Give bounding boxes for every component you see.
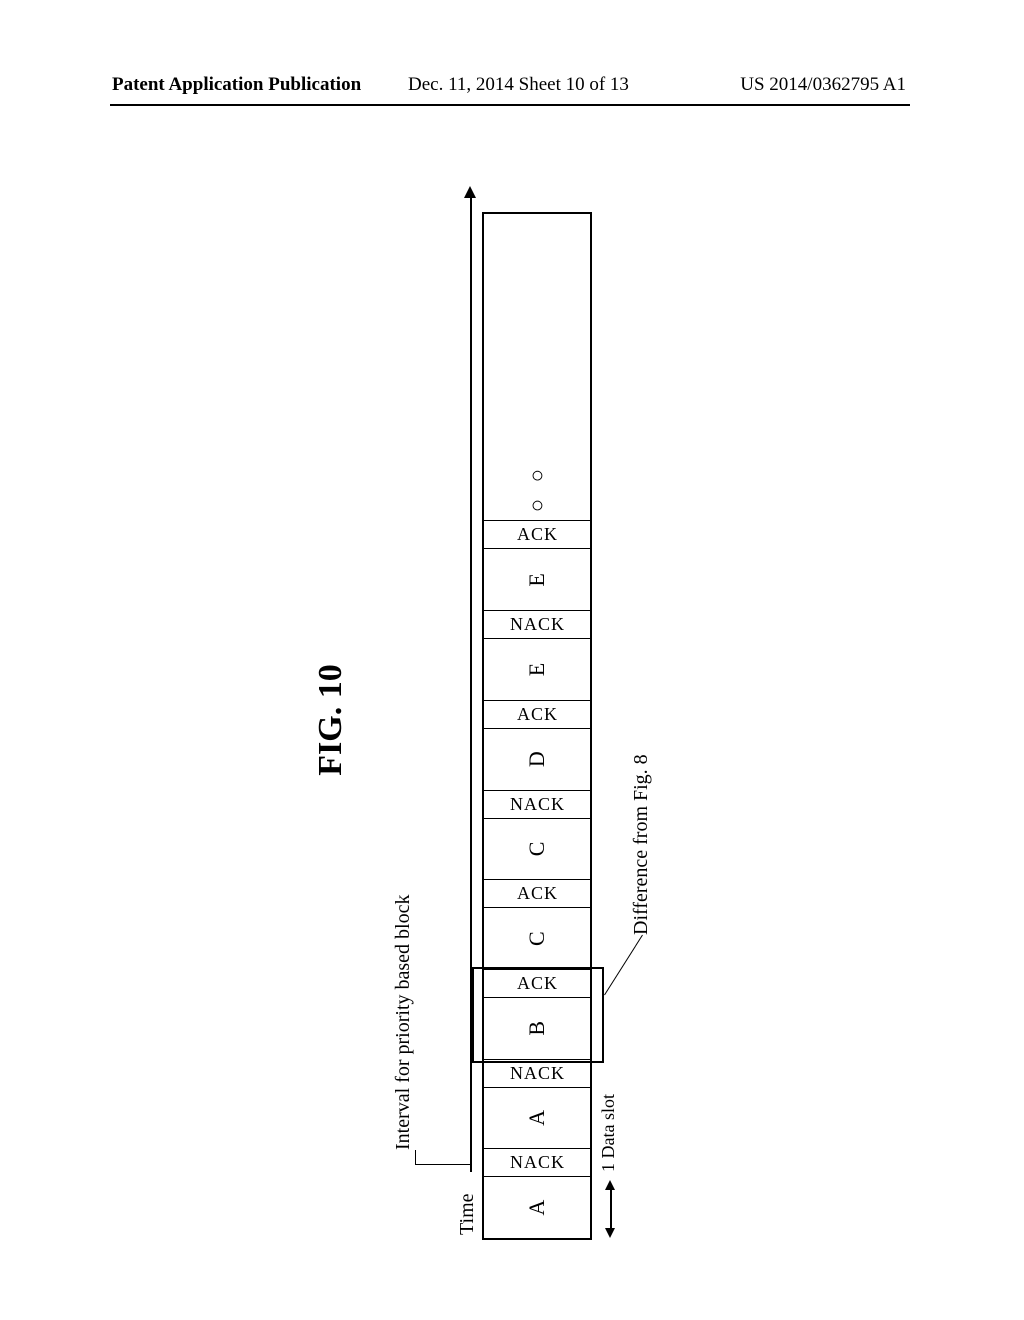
header-mid-text: Dec. 11, 2014 Sheet 10 of 13 bbox=[408, 74, 629, 96]
data-slot: A bbox=[484, 1087, 590, 1149]
data-slot: C bbox=[484, 907, 590, 969]
ack-text: NACK bbox=[509, 1152, 564, 1173]
data-slot: D bbox=[484, 728, 590, 790]
ack-text: ACK bbox=[516, 973, 557, 994]
interval-leader bbox=[415, 1150, 416, 1165]
trailing-space bbox=[484, 214, 590, 461]
ack-text: NACK bbox=[509, 794, 564, 815]
pending-slot: ○ bbox=[484, 491, 590, 521]
figure-10: FIG. 10 Interval for priority based bloc… bbox=[312, 190, 712, 1250]
interval-label: Interval for priority based block bbox=[392, 895, 415, 1150]
data-slot-dim-line bbox=[610, 1188, 612, 1230]
ack-text: ACK bbox=[516, 883, 557, 904]
ack-slot: ACK bbox=[484, 700, 590, 728]
data-slot-dim-arrow-right-icon bbox=[605, 1180, 615, 1190]
time-axis-label: Time bbox=[456, 1193, 479, 1235]
ack-text: ACK bbox=[516, 524, 557, 545]
time-axis-arrowhead bbox=[464, 186, 476, 198]
ack-slot: NACK bbox=[484, 1148, 590, 1176]
slot-strip: A NACK A NACK B ACK C ACK C NACK D ACK E NACK E ACK ○○ bbox=[482, 212, 592, 1240]
difference-leader bbox=[604, 935, 643, 996]
data-slot: B bbox=[484, 997, 590, 1059]
interval-leader-v bbox=[415, 1164, 470, 1165]
page-header: Patent Application Publication Dec. 11, … bbox=[0, 66, 1024, 106]
pending-slot: ○ bbox=[484, 461, 590, 491]
figure-title: FIG. 10 bbox=[312, 190, 350, 1250]
ack-text: ACK bbox=[516, 704, 557, 725]
header-rule bbox=[110, 104, 910, 106]
difference-label: Difference from Fig. 8 bbox=[630, 754, 653, 935]
ack-slot: ACK bbox=[484, 969, 590, 997]
patent-page: Patent Application Publication Dec. 11, … bbox=[0, 0, 1024, 1320]
ack-slot: ACK bbox=[484, 879, 590, 907]
ack-slot: NACK bbox=[484, 610, 590, 638]
ack-slot: NACK bbox=[484, 790, 590, 818]
data-slot: A bbox=[484, 1176, 590, 1238]
data-slot-dim-label: 1 Data slot bbox=[598, 1094, 619, 1172]
ack-slot: ACK bbox=[484, 521, 590, 549]
data-slot-dim-arrow-left-icon bbox=[605, 1228, 615, 1238]
data-slot: C bbox=[484, 818, 590, 880]
data-slot: E bbox=[484, 638, 590, 700]
header-left-text: Patent Application Publication bbox=[112, 74, 361, 96]
ack-slot: NACK bbox=[484, 1059, 590, 1087]
ack-text: NACK bbox=[509, 1063, 564, 1084]
header-right-text: US 2014/0362795 A1 bbox=[740, 74, 906, 96]
data-slot: E bbox=[484, 549, 590, 611]
time-axis-line bbox=[470, 192, 472, 1172]
ack-text: NACK bbox=[509, 614, 564, 635]
